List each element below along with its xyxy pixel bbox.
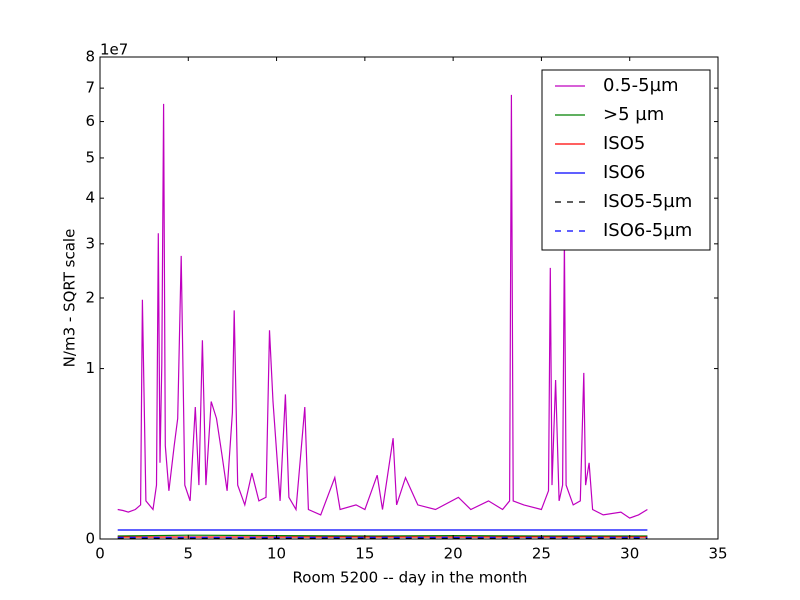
y-tick-label: 3 [85,234,95,252]
data-line [117,94,648,519]
x-tick-label: 10 [267,545,286,563]
legend-label: ISO5 [603,133,645,154]
y-tick-label: 8 [85,48,95,66]
legend-label: ISO6-5µm [603,220,692,241]
legend-label: ISO5-5µm [603,191,692,212]
x-tick-label: 5 [184,545,194,563]
y-tick-label: 6 [85,112,95,130]
legend-box [541,69,711,251]
legend-label: 0.5-5µm [603,75,679,96]
x-tick-label: 35 [708,545,727,563]
legend: 0.5-5µm >5 µm ISO5 ISO6 ISO5-5µm ISO6-5µm [541,69,711,251]
x-axis-label: Room 5200 -- day in the month [293,569,528,587]
x-tick-label: 0 [95,545,105,563]
y-tick-label: 1 [85,359,95,377]
y-tick-label: 2 [85,289,95,307]
y-tick-label: 0 [85,530,95,548]
x-tick-label: 15 [355,545,374,563]
x-tick-label: 20 [444,545,463,563]
y-tick-label: 5 [85,148,95,166]
x-tick-label: 25 [532,545,551,563]
y-tick-label: 4 [85,189,95,207]
y-axis-label: N/m3 - SQRT scale [61,229,79,368]
x-tick-label: 30 [620,545,639,563]
y-offset-text: 1e7 [100,41,128,59]
legend-label: >5 µm [603,104,664,125]
legend-label: ISO6 [603,162,645,183]
y-tick-label: 7 [85,79,95,97]
